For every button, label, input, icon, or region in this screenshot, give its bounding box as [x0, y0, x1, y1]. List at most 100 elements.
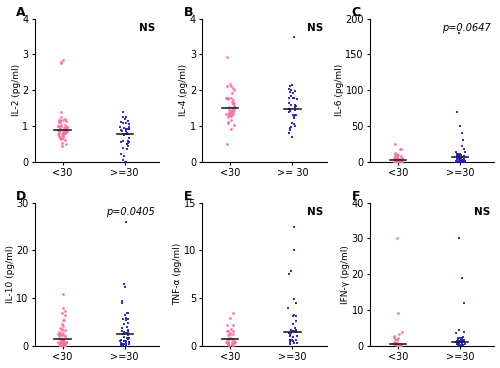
Point: [224, 120, 232, 126]
Point: [395, 159, 403, 165]
Point: [456, 342, 464, 348]
Point: [62, 116, 70, 122]
Point: [390, 340, 398, 346]
Point: [291, 123, 299, 129]
Point: [56, 127, 64, 132]
Point: [228, 105, 236, 111]
Text: p=0.0647: p=0.0647: [442, 23, 490, 33]
Point: [227, 83, 235, 89]
Point: [288, 134, 296, 140]
Point: [396, 156, 404, 162]
Point: [225, 111, 233, 117]
Point: [230, 100, 237, 106]
Point: [118, 128, 126, 134]
Point: [118, 114, 126, 120]
Point: [62, 128, 70, 134]
Point: [287, 330, 295, 336]
Point: [58, 343, 66, 349]
Point: [122, 126, 130, 132]
Point: [390, 342, 398, 347]
Point: [457, 158, 465, 163]
Point: [289, 95, 297, 101]
Point: [122, 128, 130, 134]
Point: [224, 339, 232, 345]
Point: [224, 96, 232, 102]
Point: [118, 127, 126, 133]
Point: [120, 132, 128, 138]
Point: [227, 109, 235, 114]
Point: [290, 107, 298, 113]
Point: [455, 327, 463, 333]
Point: [286, 83, 294, 89]
Point: [56, 117, 64, 123]
Point: [460, 159, 468, 165]
Point: [398, 329, 406, 335]
Point: [58, 114, 66, 120]
Point: [286, 86, 294, 92]
Point: [123, 130, 131, 136]
Point: [390, 341, 398, 347]
Point: [54, 342, 62, 348]
Point: [59, 330, 67, 336]
Point: [398, 158, 406, 164]
Point: [454, 158, 462, 164]
Point: [392, 156, 400, 162]
Point: [229, 111, 237, 117]
Point: [118, 329, 126, 335]
Point: [59, 340, 67, 346]
Point: [394, 343, 402, 348]
Point: [119, 145, 127, 151]
Point: [398, 158, 406, 164]
Point: [392, 159, 400, 164]
Point: [61, 130, 69, 136]
Point: [118, 325, 126, 331]
Point: [460, 153, 468, 159]
Point: [452, 158, 460, 164]
Point: [119, 138, 127, 144]
Point: [224, 119, 232, 125]
Point: [120, 338, 128, 344]
Point: [226, 126, 234, 132]
Point: [454, 156, 462, 162]
Point: [224, 339, 232, 345]
Point: [287, 93, 295, 99]
Point: [452, 330, 460, 336]
Point: [396, 146, 404, 152]
Point: [124, 126, 132, 132]
Point: [120, 334, 128, 340]
Point: [456, 157, 464, 163]
Point: [124, 324, 132, 330]
Point: [54, 131, 62, 137]
Point: [458, 335, 466, 340]
Point: [58, 337, 66, 343]
Point: [397, 153, 405, 159]
Point: [230, 87, 238, 93]
Point: [454, 155, 462, 161]
Point: [460, 337, 468, 343]
Point: [292, 102, 300, 107]
Point: [225, 104, 233, 110]
Point: [454, 152, 462, 158]
Point: [286, 339, 294, 345]
Point: [458, 339, 466, 345]
Point: [395, 159, 403, 165]
Point: [459, 342, 467, 348]
Point: [391, 153, 399, 159]
Point: [226, 332, 234, 337]
Point: [392, 340, 400, 346]
Point: [56, 343, 64, 349]
Point: [60, 317, 68, 323]
Point: [454, 343, 462, 349]
Point: [458, 339, 466, 345]
Point: [62, 340, 70, 346]
Point: [395, 158, 403, 164]
Point: [61, 130, 69, 136]
Point: [458, 155, 466, 160]
Point: [398, 155, 406, 161]
Point: [118, 151, 126, 156]
Point: [458, 342, 466, 348]
Point: [292, 318, 300, 324]
Point: [292, 112, 300, 118]
Point: [124, 310, 132, 316]
Point: [60, 343, 68, 349]
